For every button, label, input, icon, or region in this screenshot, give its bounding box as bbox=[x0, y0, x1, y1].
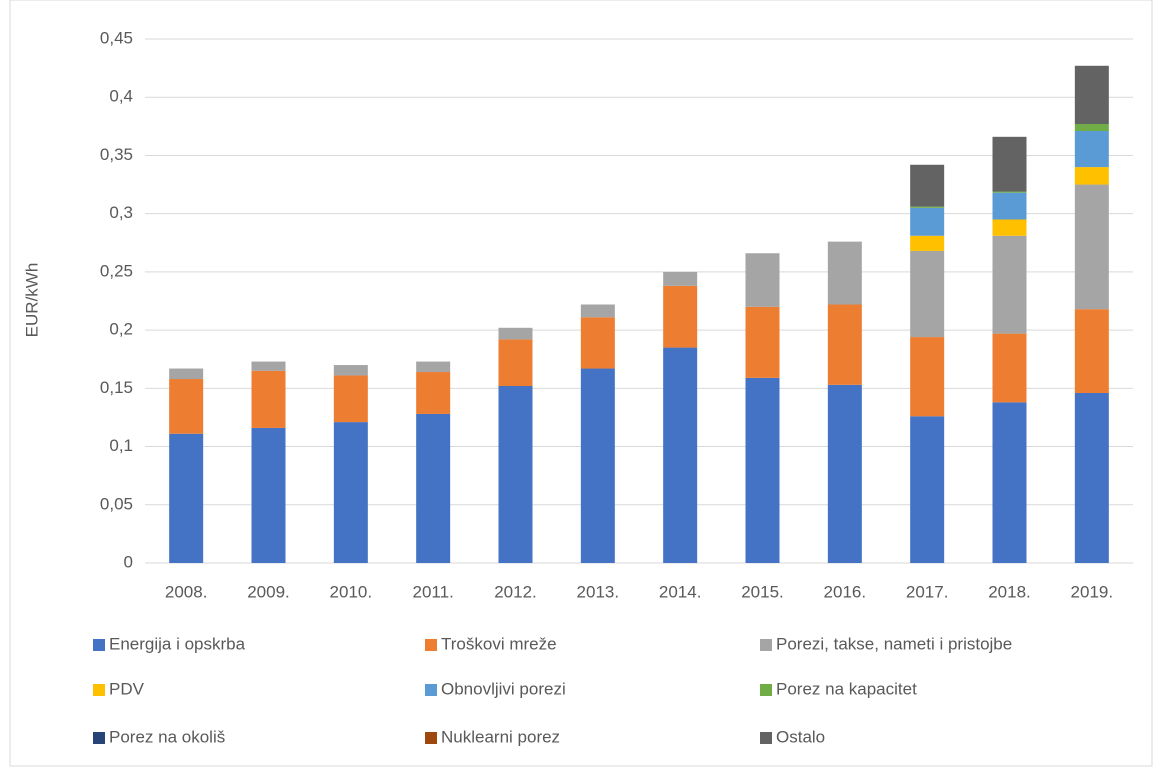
bar-segment bbox=[498, 386, 533, 563]
bar-segment bbox=[663, 347, 698, 563]
bar-segment bbox=[745, 306, 780, 378]
bar-segment bbox=[910, 250, 945, 338]
bar-segment bbox=[1074, 392, 1109, 563]
bar-segment bbox=[992, 402, 1027, 563]
y-tick-label: 0,3 bbox=[109, 203, 133, 222]
y-tick-label: 0,15 bbox=[100, 378, 133, 397]
bar-segment bbox=[498, 339, 533, 387]
legend-label: Porez na okoliš bbox=[109, 727, 225, 746]
x-tick-label: 2008. bbox=[165, 582, 208, 601]
legend-swatch bbox=[93, 639, 105, 651]
x-tick-label: 2017. bbox=[906, 582, 949, 601]
legend-swatch bbox=[425, 732, 437, 744]
y-tick-label: 0,2 bbox=[109, 320, 133, 339]
bar-segment bbox=[1074, 65, 1109, 125]
bar-segment bbox=[827, 384, 862, 563]
y-axis-label: EUR/kWh bbox=[22, 263, 41, 338]
bar-segment bbox=[416, 372, 451, 414]
bar-segment bbox=[1074, 124, 1109, 131]
legend-swatch bbox=[760, 684, 772, 696]
legend-swatch bbox=[760, 639, 772, 651]
y-tick-label: 0,1 bbox=[109, 436, 133, 455]
legend-label: PDV bbox=[109, 679, 145, 698]
bar-segment bbox=[663, 285, 698, 348]
chart-border bbox=[9, 0, 1153, 767]
y-tick-label: 0,35 bbox=[100, 145, 133, 164]
legend-label: Nuklearni porez bbox=[441, 727, 560, 746]
y-tick-label: 0,05 bbox=[100, 494, 133, 513]
x-tick-label: 2016. bbox=[824, 582, 867, 601]
bar-segment bbox=[333, 365, 368, 376]
legend-label: Porezi, takse, nameti i pristojbe bbox=[776, 634, 1012, 653]
legend-label: Ostalo bbox=[776, 727, 825, 746]
bar-segment bbox=[251, 370, 286, 428]
legend-swatch bbox=[93, 732, 105, 744]
x-tick-label: 2012. bbox=[494, 582, 537, 601]
legend-label: Obnovljivi porezi bbox=[441, 679, 566, 698]
bar-segment bbox=[910, 206, 945, 208]
bar-segment bbox=[251, 361, 286, 371]
bar-segment bbox=[910, 164, 945, 207]
x-tick-label: 2013. bbox=[577, 582, 620, 601]
bar-segment bbox=[910, 235, 945, 251]
bar-segment bbox=[1074, 184, 1109, 310]
bar-segment bbox=[992, 191, 1027, 193]
bar-segment bbox=[169, 433, 204, 563]
bar-segment bbox=[416, 413, 451, 563]
bar-segment bbox=[910, 207, 945, 236]
bar-segment bbox=[827, 241, 862, 305]
x-tick-label: 2009. bbox=[247, 582, 290, 601]
legend-swatch bbox=[425, 639, 437, 651]
legend-swatch bbox=[760, 732, 772, 744]
bar-segment bbox=[1074, 130, 1109, 168]
bar-segment bbox=[663, 271, 698, 286]
bar-segment bbox=[498, 327, 533, 340]
bar-segment bbox=[910, 337, 945, 417]
bar-segment bbox=[745, 253, 780, 307]
bar-segment bbox=[1074, 167, 1109, 185]
bar-segment bbox=[992, 136, 1027, 192]
bar-segment bbox=[992, 333, 1027, 403]
bar-segment bbox=[580, 304, 615, 318]
bar-segment bbox=[416, 361, 451, 373]
y-tick-label: 0,4 bbox=[109, 87, 133, 106]
bar-segment bbox=[910, 416, 945, 563]
bar-segment bbox=[333, 375, 368, 423]
y-tick-label: 0,25 bbox=[100, 261, 133, 280]
bar-segment bbox=[1074, 309, 1109, 393]
bar-segment bbox=[827, 304, 862, 385]
x-tick-label: 2019. bbox=[1071, 582, 1114, 601]
bar-segment bbox=[169, 368, 204, 380]
legend-label: Porez na kapacitet bbox=[776, 679, 917, 698]
bar-segment bbox=[251, 427, 286, 563]
legend-swatch bbox=[425, 684, 437, 696]
bar-segment bbox=[580, 317, 615, 369]
bar-segment bbox=[745, 377, 780, 563]
bar-segment bbox=[169, 379, 204, 434]
bar-segment bbox=[992, 192, 1027, 220]
y-tick-label: 0,45 bbox=[100, 28, 133, 47]
bar-segment bbox=[992, 235, 1027, 334]
bar-segment bbox=[992, 219, 1027, 236]
x-tick-label: 2015. bbox=[741, 582, 784, 601]
legend-label: Energija i opskrba bbox=[109, 634, 246, 653]
legend-swatch bbox=[93, 684, 105, 696]
x-tick-label: 2011. bbox=[413, 582, 454, 601]
x-tick-label: 2018. bbox=[988, 582, 1031, 601]
bar-segment bbox=[580, 368, 615, 563]
y-tick-label: 0 bbox=[124, 552, 133, 571]
x-tick-label: 2014. bbox=[659, 582, 702, 601]
bar-segment bbox=[333, 422, 368, 563]
legend-label: Troškovi mreže bbox=[441, 634, 557, 653]
x-tick-label: 2010. bbox=[330, 582, 373, 601]
